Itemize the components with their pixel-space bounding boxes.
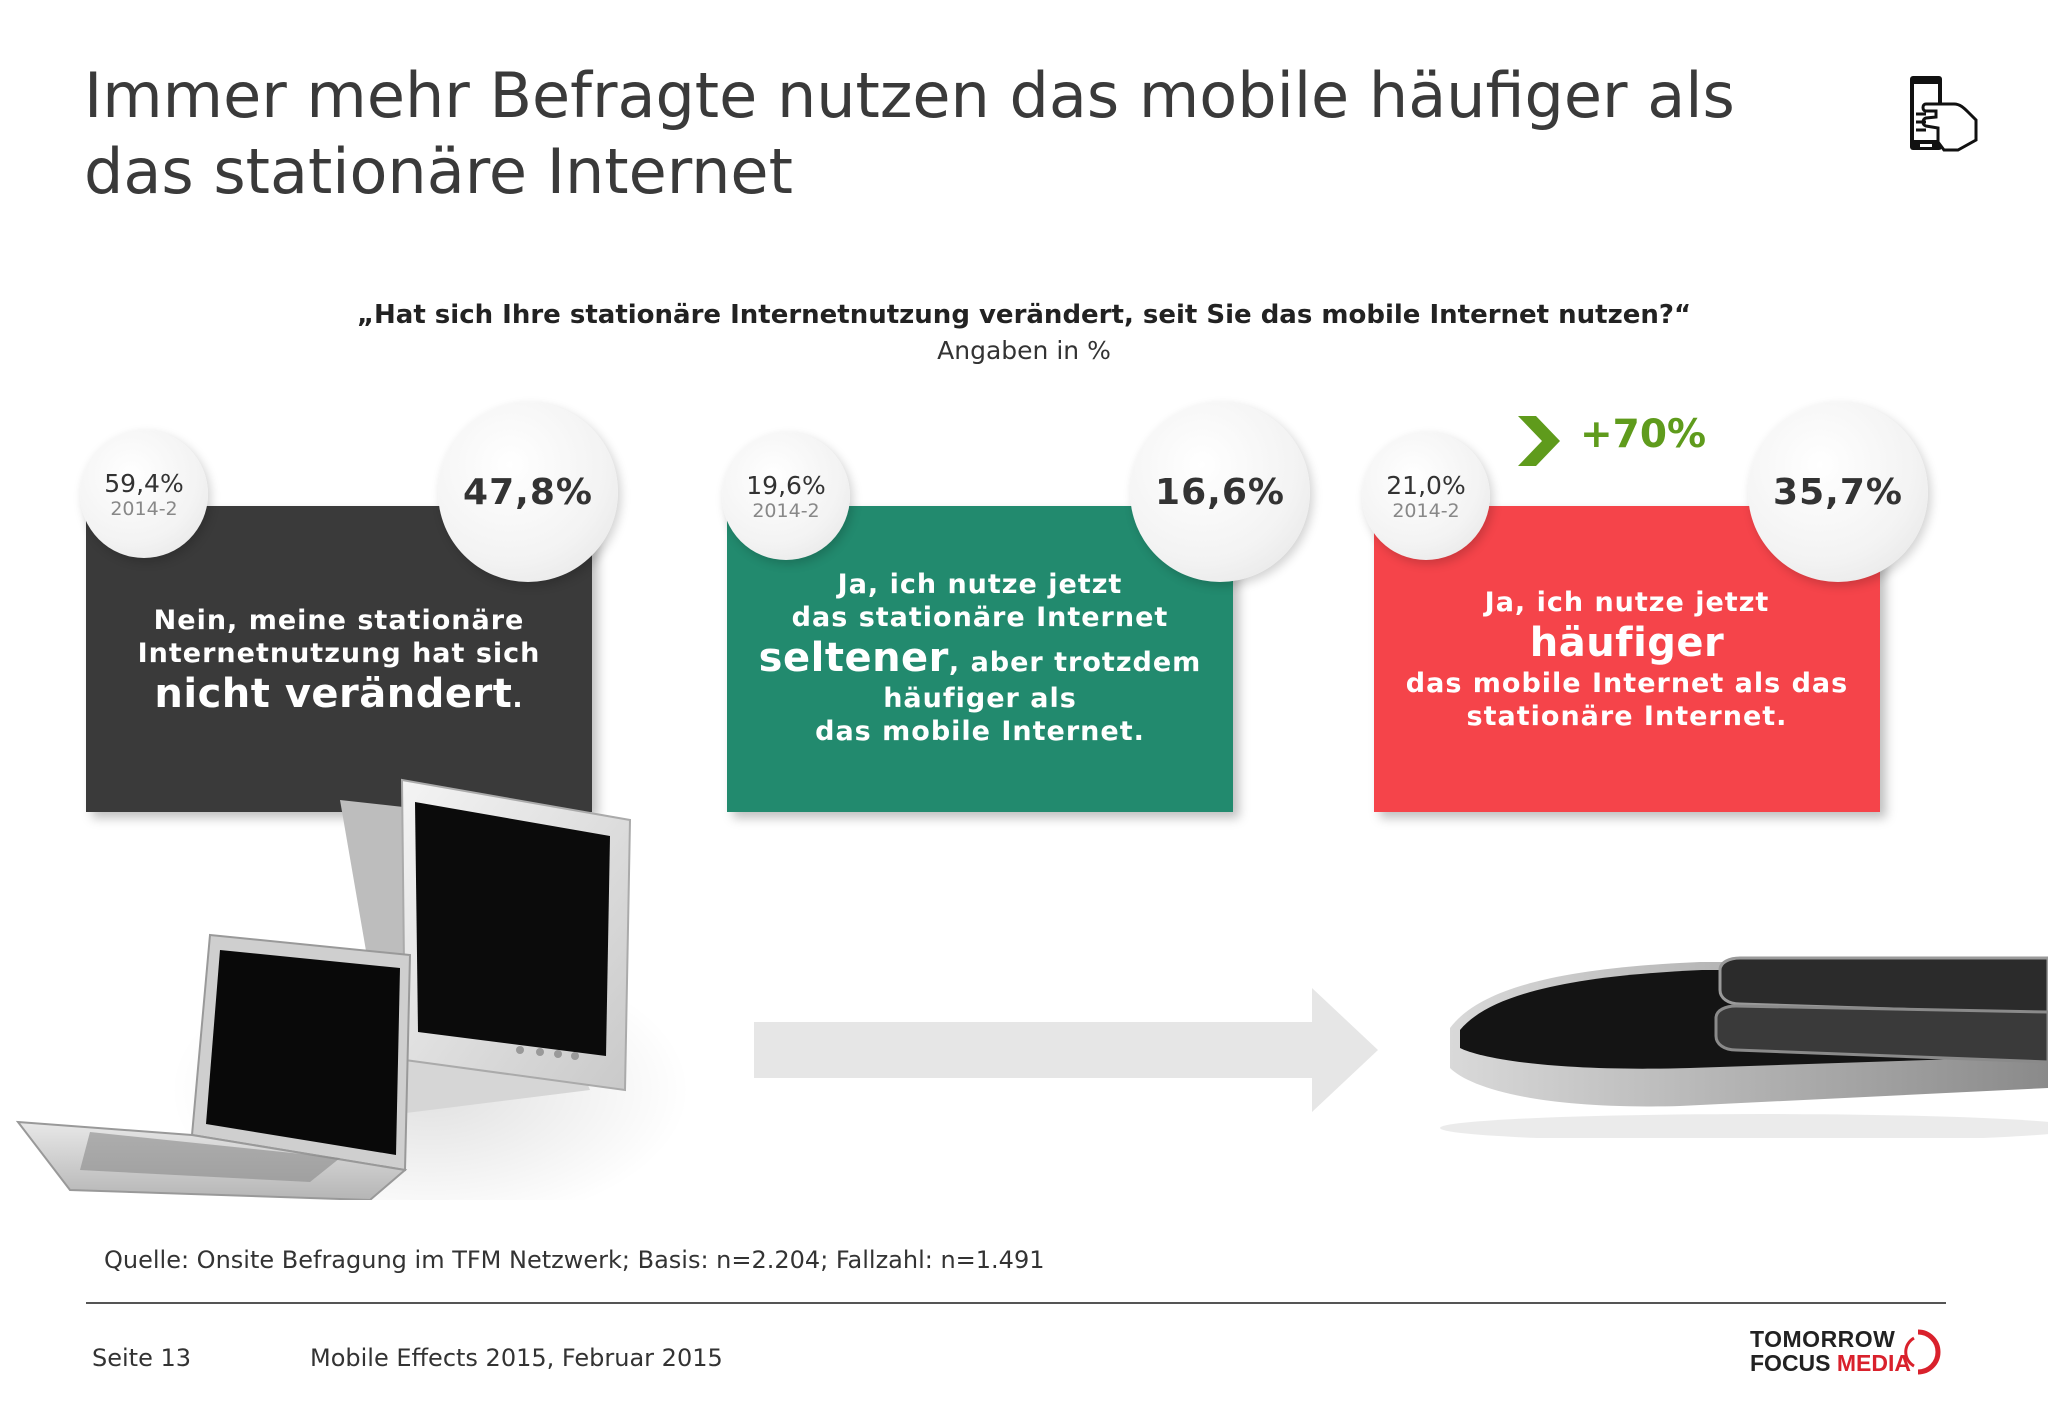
logo-arc-icon [1904,1329,1941,1375]
previous-value-circle: 59,4% 2014-2 [80,430,208,558]
card-text-line: das stationäre Internet [791,602,1169,633]
previous-period: 2014-2 [110,497,178,520]
previous-value: 21,0% [1386,470,1466,500]
logo-text-focus: FOCUS [1750,1350,1837,1376]
growth-label: +70% [1580,412,1707,457]
card-text-line: stationäre Internet. [1466,701,1788,732]
unit-label: Angaben in % [937,336,1111,365]
logo-text-media: MEDIA [1836,1350,1912,1376]
current-value-circle: 47,8% [438,402,618,582]
previous-value-circle: 21,0% 2014-2 [1362,432,1490,560]
card-emphasis: häufiger [1529,620,1725,666]
card-unchanged-text: Nein, meine stationäre Internetnutzung h… [106,604,572,718]
card-text-line: häufiger als [883,683,1077,714]
card-text-line: das mobile Internet als das [1405,668,1849,699]
card-text-line: Ja, ich nutze jetzt [837,569,1123,600]
card-text-line: , aber trotzdem [948,647,1202,678]
previous-value-circle: 19,6% 2014-2 [722,432,850,560]
previous-period: 2014-2 [752,499,820,522]
current-value: 16,6% [1155,471,1285,513]
card-emphasis: seltener [758,635,949,681]
arrow-right-icon [754,988,1378,1112]
card-text-line: Internetnutzung hat sich [137,638,541,669]
card-more-mobile-text: Ja, ich nutze jetzt häufiger das mobile … [1394,586,1860,733]
desktop-laptop-illustration [15,778,690,1200]
card-text-line: Nein, meine stationäre [153,605,525,636]
current-value: 35,7% [1773,471,1903,513]
card-less-stationary: Ja, ich nutze jetzt das stationäre Inter… [727,506,1233,812]
page-title: Immer mehr Befragte nutzen das mobile hä… [84,59,1735,208]
tablet-phone-illustration [1440,956,2048,1138]
source-note: Quelle: Onsite Befragung im TFM Netzwerk… [104,1246,1045,1274]
card-text-line: Ja, ich nutze jetzt [1484,587,1770,618]
logo-text-line2: FOCUS MEDIA [1750,1350,1911,1377]
previous-period: 2014-2 [1392,499,1460,522]
current-value-circle: 35,7% [1748,402,1928,582]
current-value-circle: 16,6% [1130,402,1310,582]
survey-question: „Hat sich Ihre stationäre Internetnutzun… [356,300,1692,330]
chevron-right-icon [1518,416,1560,466]
page-number: Seite 13 [92,1344,192,1372]
card-text-suffix: . [512,683,524,714]
previous-value: 19,6% [746,470,826,500]
footer-divider [86,1302,1946,1304]
document-title: Mobile Effects 2015, Februar 2015 [310,1344,723,1372]
card-emphasis: nicht verändert [154,671,513,717]
card-less-stationary-text: Ja, ich nutze jetzt das stationäre Inter… [747,568,1213,748]
current-value: 47,8% [463,471,593,513]
card-text-line: das mobile Internet. [815,716,1145,747]
previous-value: 59,4% [104,468,184,498]
mobile-hand-icon [1910,76,1978,152]
logo-text-line1: TOMORROW [1750,1326,1896,1352]
